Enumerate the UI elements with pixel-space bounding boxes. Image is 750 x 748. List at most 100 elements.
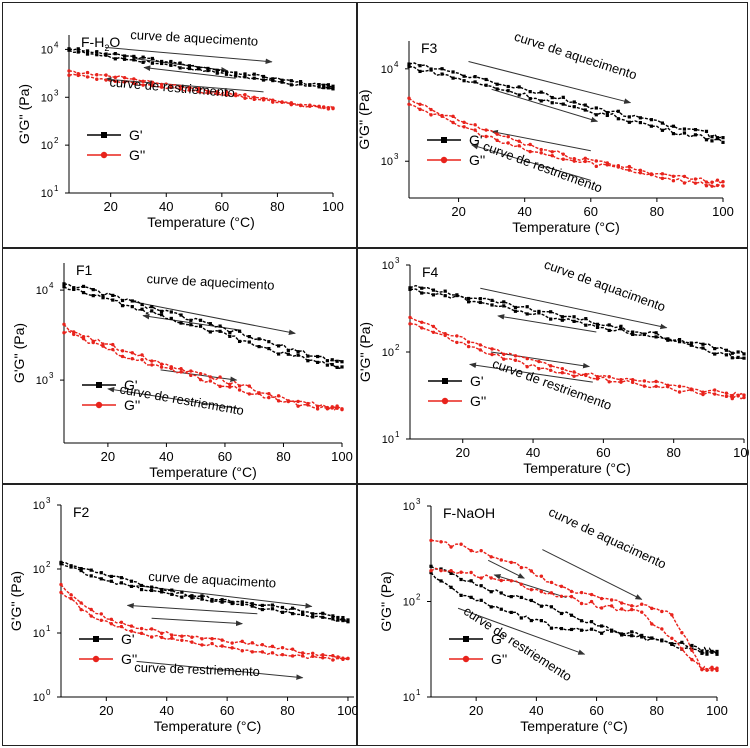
chart-0-data-point <box>95 50 99 54</box>
chart-0-y-tick-exponent: 1 <box>54 184 59 193</box>
chart-5-data-point <box>680 630 684 635</box>
chart-0-data-point <box>85 52 90 56</box>
chart-1-legend-marker <box>440 156 448 164</box>
chart-4-data-point <box>89 574 93 578</box>
chart-3-x-axis-label: Temperature (°C) <box>523 460 631 476</box>
chart-5-data-point <box>650 606 654 611</box>
chart-4-data-point <box>250 602 254 606</box>
chart-5-data-point <box>569 589 574 594</box>
chart-0-series-g-prime <box>67 48 335 91</box>
chart-4-data-point <box>240 602 244 606</box>
chart-3-data-point <box>572 370 576 374</box>
chart-4-data-point <box>109 579 113 583</box>
chart-0-data-point <box>243 75 247 79</box>
chart-0-data-point <box>159 85 164 89</box>
chart-5-data-point <box>489 555 493 559</box>
chart-4-data-point <box>180 638 184 642</box>
chart-4-direction-arrow <box>126 603 258 615</box>
chart-0-data-point <box>326 83 330 87</box>
chart-5-data-point <box>599 631 604 635</box>
chart-5-y-tick-exponent: 2 <box>416 593 421 602</box>
chart-1-data-point <box>451 76 455 80</box>
chart-5-data-point <box>705 652 709 656</box>
panel-f-naoh: 20 40 60 80 100 10 1 10 2 10 3 Temperature (°C) G'G'… <box>357 484 748 746</box>
chart-3-data-point <box>742 356 746 360</box>
chart-3-data-point <box>607 380 611 384</box>
chart-5-data-point <box>579 628 584 632</box>
chart-0-data-point <box>150 61 154 65</box>
chart-3-y-tick-label: 10 <box>382 434 394 446</box>
chart-5-data-point <box>439 568 443 573</box>
chart-2-data-point <box>276 352 281 356</box>
chart-5-data-point <box>660 609 664 614</box>
chart-1-data-point <box>627 115 631 119</box>
chart-3-legend-marker <box>442 378 448 384</box>
chart-4-data-point <box>79 601 83 605</box>
chart-4-data-point <box>230 646 234 650</box>
chart-3-data-point <box>478 300 482 305</box>
chart-4-legend-label: G' <box>121 631 135 647</box>
chart-1-data-point <box>407 96 411 100</box>
chart-4-data-point <box>119 576 124 580</box>
chart-5-data-point <box>690 643 694 648</box>
chart-1-data-point <box>528 142 532 147</box>
chart-2-data-point <box>286 399 291 404</box>
chart-0-data-point <box>132 81 136 86</box>
chart-3-data-point <box>478 343 483 347</box>
chart-2-data-point <box>325 407 330 411</box>
chart-5-data-point <box>559 594 564 598</box>
chart-0-data-point <box>122 57 127 61</box>
chart-3-data-point <box>677 390 682 394</box>
chart-0-data-point <box>243 72 247 76</box>
chart-5-annotation: curve de aquacimento <box>546 504 668 572</box>
chart-4-data-point <box>180 595 184 599</box>
chart-2-data-point <box>62 282 66 286</box>
chart-4-data-point <box>300 651 305 655</box>
chart-4-data-point <box>69 596 73 601</box>
chart-3-data-point <box>560 318 564 322</box>
chart-1-series-g-double-prime <box>407 102 725 188</box>
chart-5-data-point <box>569 627 574 632</box>
chart-4-data-point <box>280 610 285 614</box>
chart-3-series-g-prime <box>408 287 746 360</box>
chart-0-data-point <box>67 48 71 52</box>
chart-3-data-point <box>420 320 424 324</box>
chart-0-data-point <box>224 93 229 97</box>
chart-0-data-point <box>187 66 192 71</box>
chart-4-data-point <box>160 590 164 594</box>
chart-3-data-point <box>420 291 424 295</box>
chart-4-data-point <box>240 639 244 644</box>
chart-1-data-point <box>440 72 444 76</box>
chart-1-data-point <box>627 120 631 124</box>
chart-5-data-point <box>700 651 704 655</box>
chart-4-annotation: curve de aquacimento <box>148 569 277 591</box>
chart-5-data-point <box>549 580 554 585</box>
chart-4-y-tick-label: 10 <box>33 628 45 640</box>
chart-3-direction-arrow <box>480 287 668 330</box>
chart-5-series-g-prime <box>429 564 719 654</box>
chart-1-annotation: curve de aquecimento <box>513 29 639 83</box>
chart-5-direction-arrow <box>487 559 525 579</box>
chart-0-data-point <box>160 59 164 64</box>
chart-2-data-point <box>120 298 125 303</box>
chart-1-data-point <box>550 153 554 158</box>
chart-0-data-point <box>169 63 173 67</box>
chart-2-data-point <box>159 365 164 369</box>
chart-2-data-point <box>267 392 271 396</box>
chart-4-data-point <box>89 614 93 618</box>
chart-2-data-point <box>130 305 134 309</box>
chart-0-data-point <box>280 78 284 82</box>
chart-3-data-point <box>724 391 729 395</box>
chart-2-data-point <box>169 316 173 321</box>
chart-5-y-tick-exponent: 3 <box>416 497 421 506</box>
chart-4-data-point <box>69 593 73 597</box>
chart-3-data-point <box>466 300 471 304</box>
chart-3-data-point <box>666 384 670 389</box>
chart-5-data-point <box>710 649 714 653</box>
chart-1-data-point <box>462 74 466 78</box>
chart-2-data-point <box>296 399 300 404</box>
chart-3-data-point <box>689 343 693 347</box>
chart-3-data-point <box>420 286 424 290</box>
chart-4-series-line <box>60 591 348 661</box>
chart-3-data-point <box>572 374 576 378</box>
